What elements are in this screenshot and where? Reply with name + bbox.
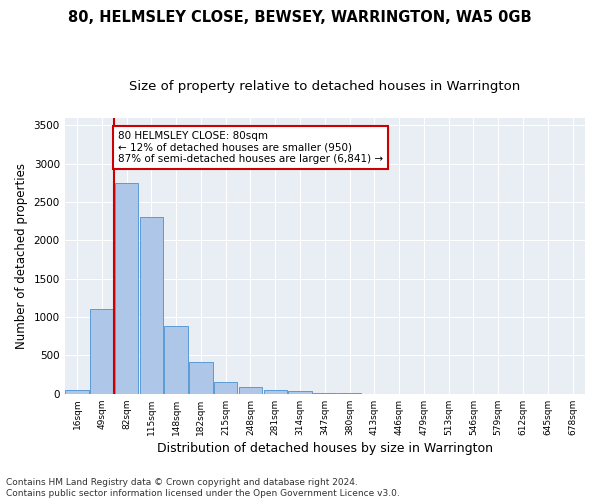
- X-axis label: Distribution of detached houses by size in Warrington: Distribution of detached houses by size …: [157, 442, 493, 455]
- Y-axis label: Number of detached properties: Number of detached properties: [15, 163, 28, 349]
- Text: Contains HM Land Registry data © Crown copyright and database right 2024.
Contai: Contains HM Land Registry data © Crown c…: [6, 478, 400, 498]
- Bar: [263, 390, 287, 394]
- Title: Size of property relative to detached houses in Warrington: Size of property relative to detached ho…: [129, 80, 520, 93]
- Bar: [90, 310, 113, 394]
- Text: 80 HELMSLEY CLOSE: 80sqm
← 12% of detached houses are smaller (950)
87% of semi-: 80 HELMSLEY CLOSE: 80sqm ← 12% of detach…: [118, 131, 383, 164]
- Bar: [239, 387, 262, 394]
- Bar: [189, 362, 213, 394]
- Bar: [164, 326, 188, 394]
- Bar: [313, 392, 337, 394]
- Bar: [115, 183, 139, 394]
- Bar: [65, 390, 89, 394]
- Bar: [214, 382, 238, 394]
- Text: 80, HELMSLEY CLOSE, BEWSEY, WARRINGTON, WA5 0GB: 80, HELMSLEY CLOSE, BEWSEY, WARRINGTON, …: [68, 10, 532, 25]
- Bar: [140, 218, 163, 394]
- Bar: [288, 391, 312, 394]
